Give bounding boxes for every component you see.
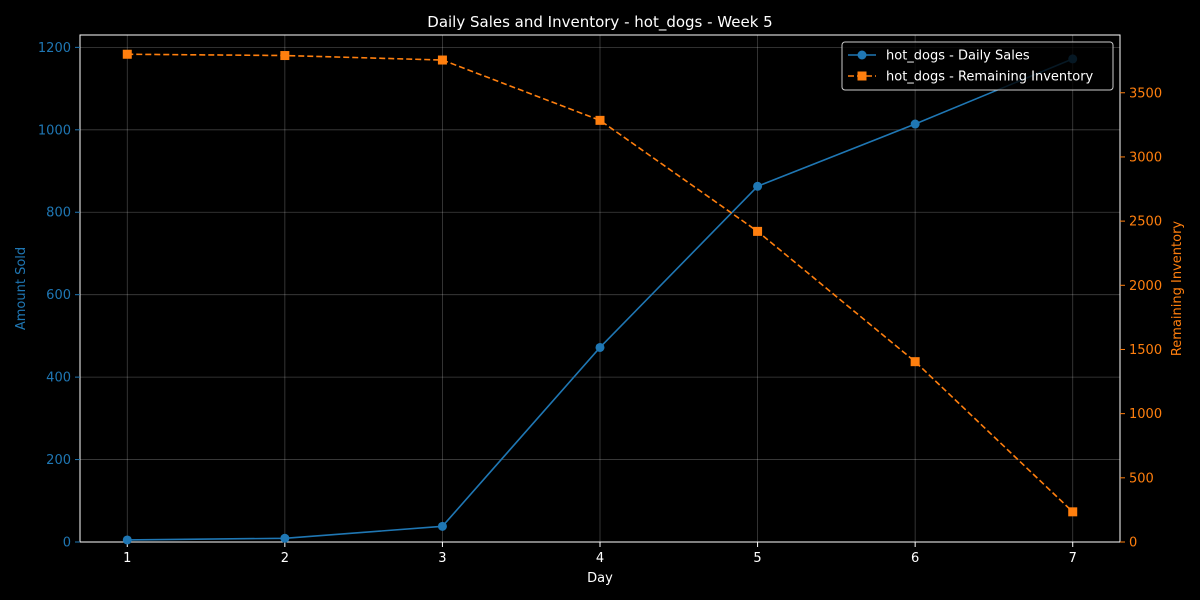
y-left-tick-label: 1000 bbox=[38, 123, 71, 138]
series-2-point bbox=[437, 55, 447, 65]
series-1-point bbox=[122, 535, 132, 545]
y-left-tick-label: 800 bbox=[46, 206, 71, 221]
series-2-point bbox=[280, 51, 290, 61]
x-tick-label: 1 bbox=[123, 551, 131, 566]
series-1-point bbox=[280, 533, 290, 543]
legend-marker-1 bbox=[857, 50, 867, 60]
x-tick-label: 5 bbox=[753, 551, 761, 566]
series-2-point bbox=[1068, 507, 1078, 517]
y-left-tick-label: 200 bbox=[46, 453, 71, 468]
y-right-tick-label: 0 bbox=[1129, 536, 1137, 551]
legend-label-2: hot_dogs - Remaining Inventory bbox=[886, 70, 1094, 85]
x-tick-label: 2 bbox=[281, 551, 289, 566]
x-tick-label: 7 bbox=[1069, 551, 1077, 566]
series-1-point bbox=[910, 119, 920, 129]
y-right-tick-label: 1000 bbox=[1129, 407, 1162, 422]
y-left-tick-label: 600 bbox=[46, 288, 71, 303]
axes: 1 2 3 4 5 6 7 0 200 400 600 800 1000 1200 0 500 1000 1500… bbox=[14, 34, 1185, 586]
x-axis-label: Day bbox=[587, 571, 613, 586]
y-left-tick-label: 400 bbox=[46, 371, 71, 386]
y-right-tick-label: 3500 bbox=[1129, 86, 1162, 101]
legend: hot_dogs - Daily Sales hot_dogs - Remaini… bbox=[841, 41, 1114, 91]
series-1-point bbox=[437, 521, 447, 531]
series-layer bbox=[122, 49, 1078, 545]
series-2-point bbox=[122, 49, 132, 59]
x-tick-label: 4 bbox=[596, 551, 604, 566]
y-right-tick-label: 2000 bbox=[1129, 279, 1162, 294]
y-left-axis-label: Amount Sold bbox=[14, 247, 29, 330]
y-left-tick-label: 0 bbox=[63, 536, 71, 551]
y-right-tick-label: 500 bbox=[1129, 471, 1154, 486]
chart-title: Daily Sales and Inventory - hot_dogs - W… bbox=[427, 13, 772, 32]
series-2-point bbox=[595, 115, 605, 125]
x-tick-label: 3 bbox=[438, 551, 446, 566]
series-1-point bbox=[595, 342, 605, 352]
series-2-point bbox=[910, 357, 920, 367]
y-left-tick-label: 1200 bbox=[38, 41, 71, 56]
legend-label-1: hot_dogs - Daily Sales bbox=[886, 49, 1030, 64]
y-right-tick-label: 1500 bbox=[1129, 343, 1162, 358]
y-right-tick-label: 3000 bbox=[1129, 150, 1162, 165]
series-1-point bbox=[753, 181, 763, 191]
y-right-axis-label: Remaining Inventory bbox=[1170, 221, 1185, 357]
legend-box bbox=[841, 41, 1114, 91]
series-2-point bbox=[753, 226, 763, 236]
y-right-tick-label: 2500 bbox=[1129, 215, 1162, 230]
legend-marker-2 bbox=[857, 71, 867, 81]
x-tick-label: 6 bbox=[911, 551, 919, 566]
